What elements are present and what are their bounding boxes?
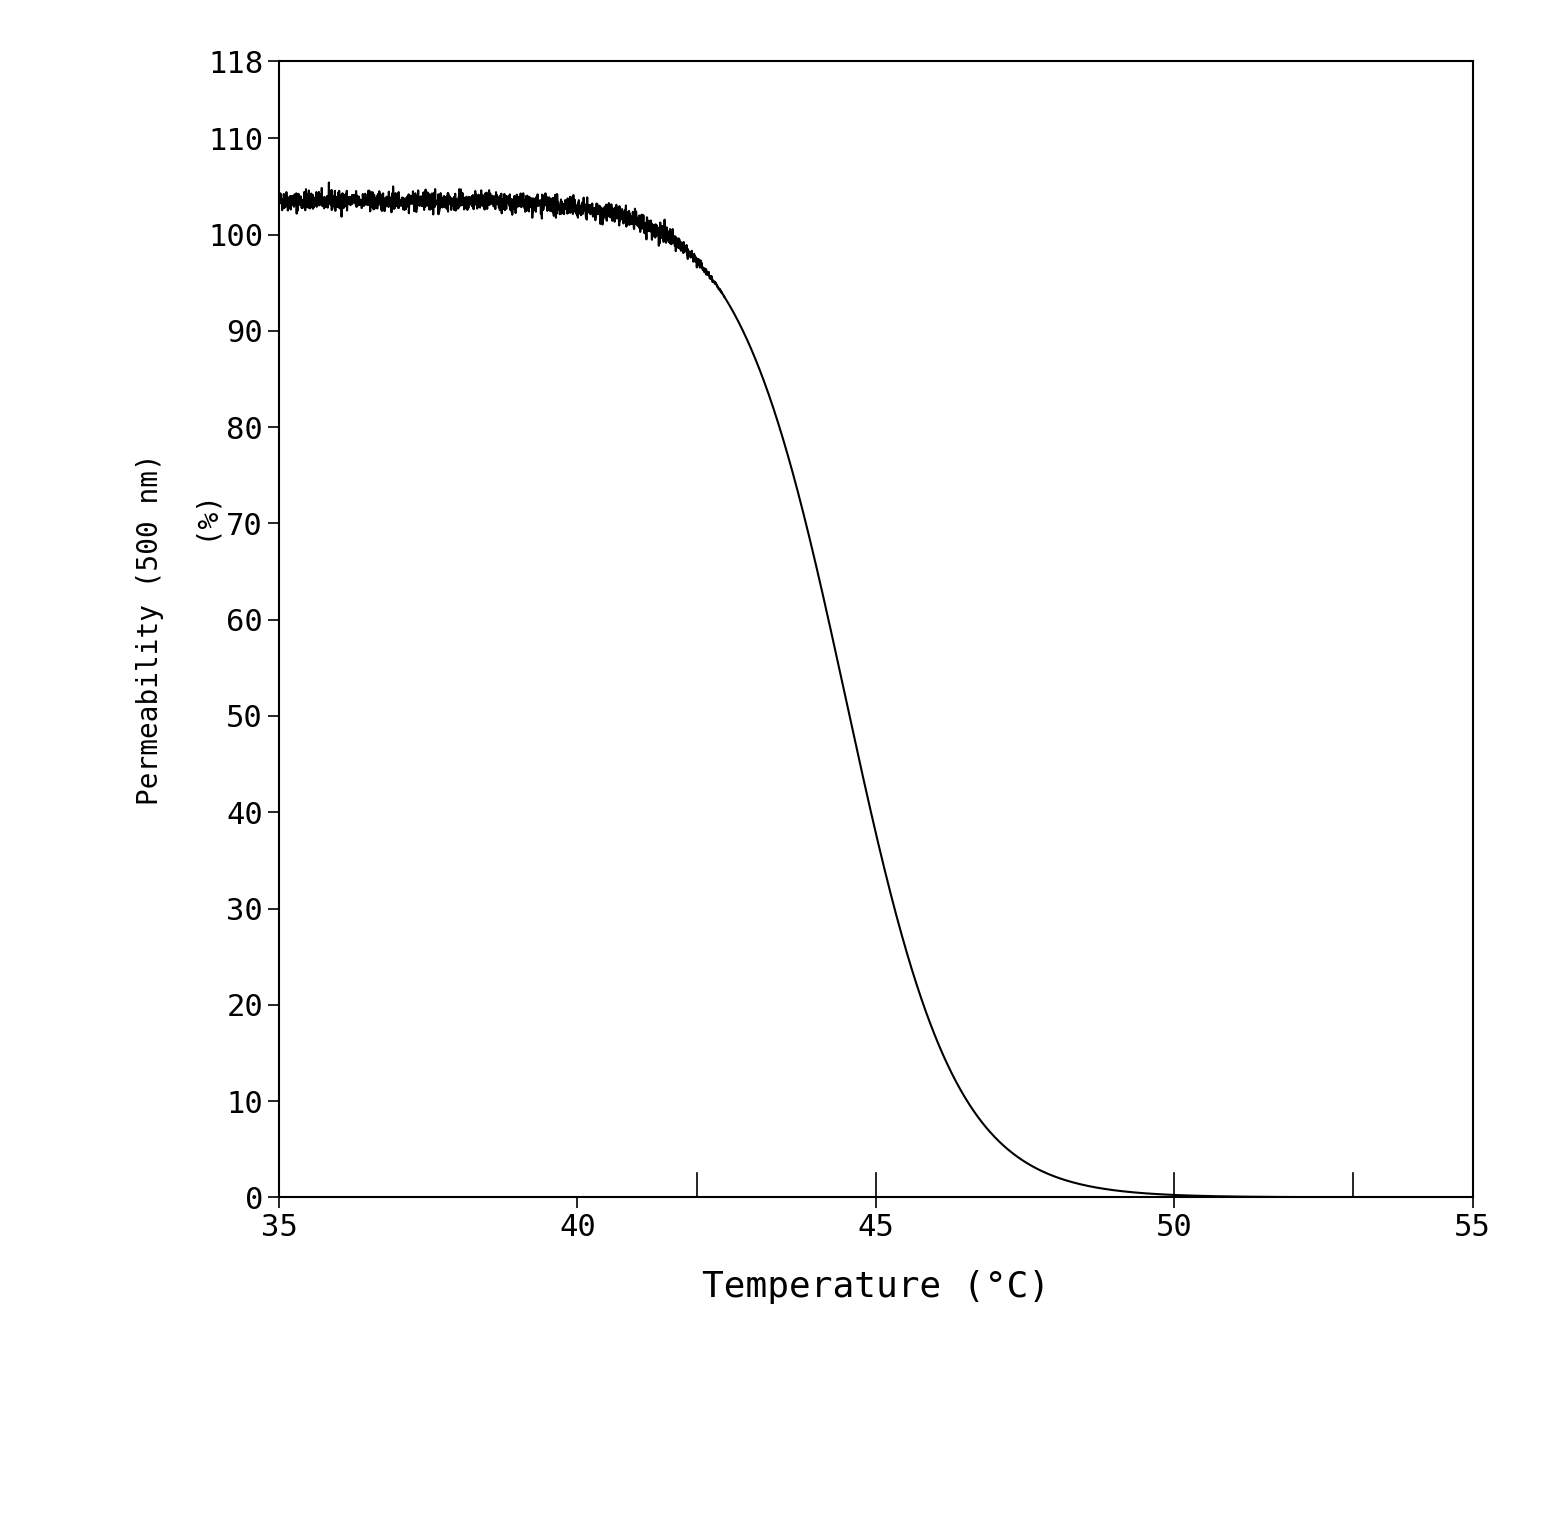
Y-axis label: Permeability (500 nm)
             (%): Permeability (500 nm) (%)	[136, 453, 225, 806]
X-axis label: Temperature (°C): Temperature (°C)	[702, 1269, 1049, 1305]
